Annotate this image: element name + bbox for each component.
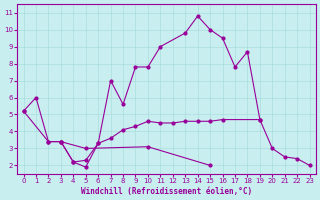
X-axis label: Windchill (Refroidissement éolien,°C): Windchill (Refroidissement éolien,°C) [81, 187, 252, 196]
